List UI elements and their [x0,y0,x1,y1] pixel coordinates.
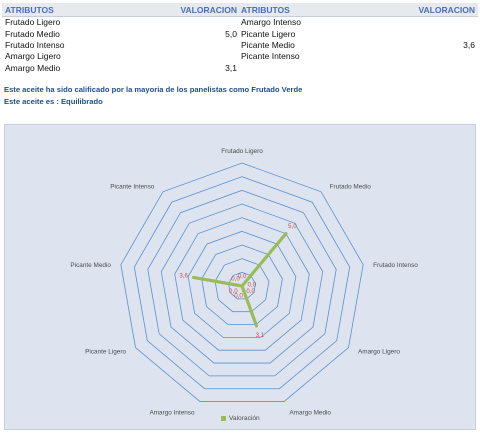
attribute-name: Picante Intenso [241,51,300,62]
attribute-value [361,28,478,39]
balance-message: Este aceite es : Equilibrado [4,97,103,106]
attributes-table-right: ATRIBUTOS VALORACION Amargo Intenso Pica… [238,3,478,63]
category-label: Amargo Ligero [358,349,400,356]
category-label: Picante Intenso [110,184,155,191]
radar-chart: Frutado Ligero Frutado Medio Frutado Inten… [70,148,418,416]
grid-ring [201,244,283,325]
table-row: Frutado Ligero [2,17,240,29]
attribute-value [124,17,240,29]
header-atributos: ATRIBUTOS [238,3,362,17]
category-label: Frutado Intenso [373,262,418,269]
attribute-value [124,40,240,51]
grid-ring [228,271,256,300]
data-label: 0,0 [246,288,255,295]
attribute-value [124,51,240,62]
category-label: Frutado Ligero [221,148,263,155]
table-row: Picante Intenso [238,51,478,62]
classification-message: Este aceite ha sido calificado por la ma… [4,85,303,94]
attribute-name: Frutado Medio [5,28,60,39]
attribute-value [361,17,478,29]
series-line-valoracion [191,232,288,328]
grid-ring [120,162,364,402]
category-label: Amargo Medio [289,409,331,416]
table-row: Picante Ligero [238,28,478,39]
category-label: Amargo Intenso [149,409,195,416]
attribute-name: Amargo Intenso [241,17,302,28]
grid-ring [174,217,310,351]
header-valoracion: VALORACION [361,3,478,17]
legend-swatch [221,416,226,421]
table-row: Frutado Medio 5,0 [2,28,240,39]
grid-ring [187,230,297,338]
attribute-value [361,51,478,62]
header-valoracion: VALORACION [123,3,240,17]
radar-chart-panel: Frutado Ligero Frutado Medio Frutado Inten… [4,124,476,430]
attribute-name: Picante Ligero [241,28,296,39]
data-label: 0,0 [248,281,257,288]
table-row: Frutado Intenso [2,40,240,51]
attribute-name: Frutado Intenso [5,39,65,50]
data-label: 3,6 [179,273,188,280]
grid-ring [214,258,270,313]
category-label: Picante Ligero [85,349,126,356]
attributes-table-left: ATRIBUTOS VALORACION Frutado Ligero Frut… [2,3,240,74]
table-row: Picante Medio 3,6 [238,40,478,51]
grid-ring [133,176,351,390]
header-atributos: ATRIBUTOS [2,3,124,17]
grid-ring [160,203,324,364]
attribute-name: Picante Medio [241,39,295,50]
data-label: 0,0 [231,275,240,282]
data-label: 0,0 [229,288,238,295]
data-label: 0,0 [238,273,247,280]
category-label: Frutado Medio [330,184,372,191]
attribute-name: Amargo Medio [5,62,61,73]
chart-legend: Valoración [221,415,260,422]
attribute-value: 3,6 [463,39,475,50]
category-label: Picante Medio [70,262,111,269]
data-label: 0,0 [234,292,243,299]
attribute-name: Amargo Ligero [5,51,61,62]
legend-label: Valoración [229,415,260,422]
attribute-value: 5,0 [225,28,237,39]
table-row: Amargo Medio 3,1 [2,63,240,74]
data-label: 5,0 [288,223,297,230]
table-row: Amargo Ligero [2,51,240,62]
data-label: 3,1 [256,332,265,339]
attribute-value: 3,1 [225,62,237,73]
table-row: Amargo Intenso [238,17,478,29]
attribute-name: Frutado Ligero [5,17,61,28]
grid-ring [147,189,337,377]
